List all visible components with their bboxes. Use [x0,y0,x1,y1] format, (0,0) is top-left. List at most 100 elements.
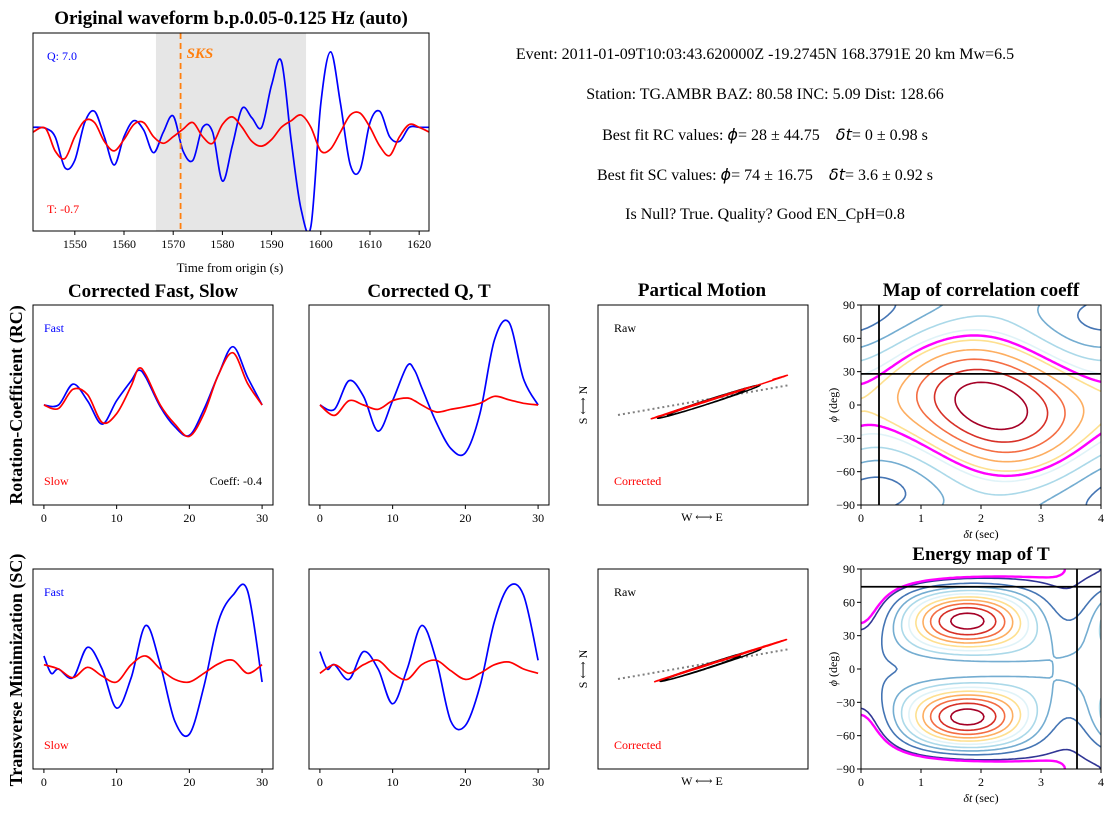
corr-contour-line [916,358,1066,454]
t-amplitude-label: T: -0.7 [47,202,79,216]
wf-series-t [33,111,429,160]
corr-ytick-label: 90 [843,298,855,312]
corr-map-title: Map of correlation coeff [883,280,1080,301]
rc-pm-ylabel: S ⟷ N [576,385,590,424]
scfs-xtick-label: 10 [111,775,123,789]
scpm-polarization-line [617,648,791,680]
corr-contour-line [861,334,1101,478]
energy-map-xlabel: δt (sec) [963,791,998,805]
rcfs-xtick-label: 0 [41,511,47,525]
corr-contours [861,305,1101,505]
row-label-sc: Transverse Minimization (SC) [6,554,27,787]
q-amplitude-label: Q: 7.0 [47,49,77,63]
corr-contour-line [861,305,1101,505]
corr-contour-line [861,305,1101,505]
rcfs-xtick-label: 20 [183,511,195,525]
scfs-xtick-label: 0 [41,775,47,789]
corr-map-xlabel: δt (sec) [963,527,998,541]
energy-xtick-label: 1 [918,775,924,789]
energy-contour-line [892,586,1101,752]
scpm-corrected-motion [653,638,788,683]
sc-qt-plot: 0 10 20 30 [308,568,550,789]
rcfs-xtick-label: 30 [256,511,268,525]
rc-corrected-label: Corrected [614,474,661,488]
rcpm-polarization-line [617,384,791,416]
corr-ytick-label: 0 [849,398,855,412]
rcfs-series [43,345,263,438]
rcqt-xtick-label: 30 [532,511,544,525]
corr-ytick-label: −60 [836,465,855,479]
energy-contour-line [922,599,1014,739]
corr-map-ylabel: ϕ (deg) [826,388,840,423]
corr-xtick-label: 3 [1038,511,1044,525]
sc-fast-label: Fast [44,585,65,599]
sc-raw-label: Raw [614,585,636,599]
event-info: Event: 2011-01-09T10:03:43.620000Z -19.2… [515,46,1015,63]
energy-contour-line [861,569,1101,769]
sks-phase-label: SKS [187,46,214,62]
wf-xtick-label: 1580 [210,237,234,251]
station-info: Station: TG.AMBR BAZ: 80.58 INC: 5.09 Di… [586,86,944,103]
wf-series-q [33,51,429,231]
scqt-series-q [319,583,539,731]
corr-contour-line [954,381,1029,431]
scfs-series-slow [43,655,263,684]
scfs-xtick-label: 20 [183,775,195,789]
scqt-xtick-label: 20 [459,775,471,789]
corr-contour-line [896,348,1085,463]
rcqt-xtick-label: 20 [459,511,471,525]
pm-title: Partical Motion [638,280,767,301]
scfs-series [43,583,263,738]
rcfs-xtick-label: 10 [111,511,123,525]
scqt-series-t [319,659,539,681]
corr-xtick-label: 1 [918,511,924,525]
wf-xtick-label: 1570 [161,237,185,251]
correlation-map-plot: 0 1 2 3 4 −90 −60 −30 0 30 60 90 [836,298,1104,525]
sc-slow-label: Slow [44,738,69,752]
corr-ytick-label: −30 [836,431,855,445]
corr-contour-line [861,315,1101,496]
wf-xtick-label: 1590 [260,237,284,251]
scqt-series [319,583,539,731]
corr-ytick-label: 60 [843,331,855,345]
rc-fast-slow-plot: 0 10 20 30 [32,304,274,525]
wf-frame [32,32,430,232]
sc-pm-ylabel: S ⟷ N [576,649,590,688]
scqt-xtick-label: 30 [532,775,544,789]
energy-contour-line [938,606,997,732]
rc-fast-label: Fast [44,321,65,335]
energy-xtick-label: 4 [1098,775,1104,789]
waveform-xlabel: Time from origin (s) [177,260,284,275]
rcfs-frame [32,304,274,506]
waveform-title: Original waveform b.p.0.05-0.125 Hz (aut… [54,8,408,29]
sc-fast-slow-plot: 0 10 20 30 [32,568,274,789]
energy-xtick-label: 0 [858,775,864,789]
sc-particle-motion-plot [597,568,809,770]
scqt-xtick-label: 0 [317,775,323,789]
rc-raw-label: Raw [614,321,636,335]
energy-ytick-label: 0 [849,662,855,676]
null-quality-info: Is Null? True. Quality? Good EN_CpH=0.8 [625,206,905,223]
energy-ytick-label: 30 [843,629,855,643]
energy-contours [861,569,1101,769]
rc-best-fit: Best fit RC values: ϕ= 28 ± 44.75 δt= 0 … [602,125,928,144]
energy-xtick-label: 2 [978,775,984,789]
row-label-rc: Rotation-Coefficient (RC) [6,305,27,504]
waveform-plot: SKS 1550 1560 1570 1580 1590 1600 1610 1620 Q: 7.… [32,32,431,251]
wf-xtick-label: 1610 [358,237,382,251]
wf-series [33,51,429,231]
wf-xtick-label: 1550 [63,237,87,251]
energy-contour-line [915,596,1022,742]
rc-slow-label: Slow [44,474,69,488]
scpm-frame [597,568,809,770]
corr-ytick-label: −90 [836,498,855,512]
energy-contour-line [881,582,1101,756]
rc-qt-plot: 0 10 20 30 [308,304,550,525]
energy-ytick-label: −90 [836,762,855,776]
scqt-frame [308,568,550,770]
energy-map-title: Energy map of T [912,544,1050,565]
energy-xtick-label: 3 [1038,775,1044,789]
rcqt-xtick-label: 0 [317,511,323,525]
rcqt-series-q [319,319,539,457]
